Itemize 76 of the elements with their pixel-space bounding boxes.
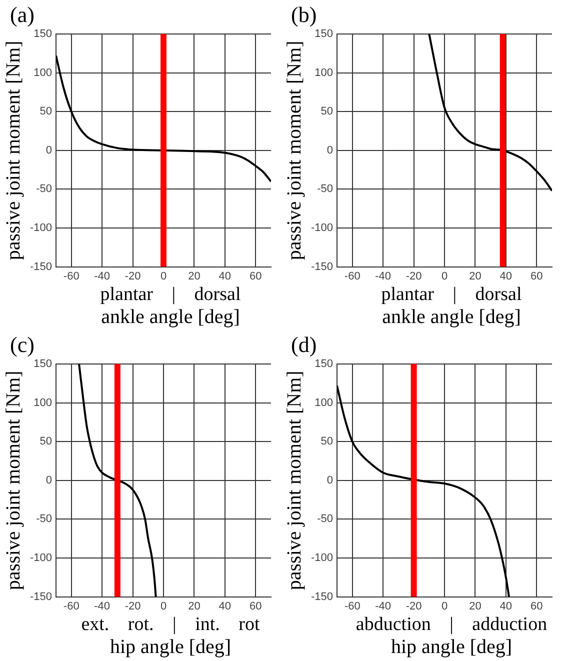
chart-title: (b) — [291, 2, 317, 28]
chart-title: (d) — [291, 332, 317, 358]
line-series — [56, 54, 271, 182]
y-tick-label: -150 — [30, 590, 52, 603]
x-tick-label: 0 — [441, 270, 448, 282]
x-tick-label: -20 — [124, 270, 141, 282]
y-tick-label: 150 — [314, 28, 334, 40]
y-tick-label: 50 — [320, 436, 334, 448]
line-series — [337, 384, 510, 597]
x-tick-label: -40 — [94, 270, 110, 282]
x-tick-label: 40 — [218, 270, 232, 282]
y-tick-label: 100 — [34, 396, 52, 409]
y-tick-label: 150 — [34, 28, 52, 40]
x-tick-label: -60 — [344, 270, 360, 282]
x-axis-title: hip angle [deg] — [108, 636, 232, 659]
y-tick-label: 50 — [40, 436, 52, 448]
y-tick-label: -100 — [310, 222, 334, 234]
y-axis-title: passive joint moment [Nm] — [283, 370, 306, 590]
y-tick-label: -100 — [310, 552, 334, 564]
y-tick-label: -150 — [310, 590, 334, 603]
y-tick-label: -150 — [310, 260, 334, 273]
x-axis-title: ankle angle [deg] — [381, 306, 522, 329]
x-tick-label: 40 — [500, 270, 512, 282]
y-axis-title: passive joint moment [Nm] — [2, 370, 24, 590]
y-tick-label: 50 — [40, 106, 52, 118]
y-tick-label: -100 — [30, 552, 52, 564]
x-tick-label: -40 — [375, 600, 392, 612]
x-tick-label: 60 — [530, 600, 543, 612]
text: plantar | dorsal — [99, 284, 242, 306]
y-tick-label: -50 — [317, 183, 334, 196]
x-tick-label: 0 — [160, 270, 167, 282]
x-tick-label: 20 — [188, 600, 200, 612]
x-tick-label: 60 — [250, 600, 262, 612]
x-tick-label: -60 — [63, 600, 80, 612]
y-tick-label: 0 — [46, 474, 52, 486]
y-tick-label: -50 — [317, 513, 334, 526]
text: plantar | dorsal — [380, 284, 523, 306]
x-tick-label: -20 — [406, 600, 422, 612]
y-tick-label: -50 — [36, 183, 52, 196]
y-tick-label: -100 — [30, 222, 52, 234]
chart-title: (c) — [10, 332, 34, 358]
text: abduction | adduction — [354, 614, 548, 636]
y-tick-label: 50 — [320, 106, 334, 118]
line-series — [78, 364, 157, 597]
x-tick-label: -40 — [375, 270, 392, 282]
text: ext. rot. | int. rot — [80, 614, 261, 636]
y-tick-label: 0 — [326, 144, 334, 156]
x-tick-label: 20 — [188, 270, 200, 282]
y-tick-label: 150 — [314, 358, 334, 370]
x-tick-label: -20 — [124, 600, 141, 612]
line-series — [428, 34, 552, 192]
y-tick-label: 150 — [34, 358, 52, 370]
x-tick-label: -20 — [406, 270, 422, 282]
y-tick-label: -150 — [30, 260, 52, 273]
x-axis-title: hip angle [deg] — [390, 636, 514, 659]
y-tick-label: 100 — [34, 66, 52, 79]
x-tick-label: 40 — [500, 600, 512, 612]
x-tick-label: -60 — [63, 270, 80, 282]
y-tick-label: 0 — [326, 474, 334, 486]
x-tick-label: -40 — [94, 600, 110, 612]
x-tick-label: 60 — [250, 270, 262, 282]
y-tick-label: 100 — [314, 396, 334, 409]
y-axis-title: passive joint moment [Nm] — [2, 40, 24, 260]
x-tick-label: 20 — [469, 270, 482, 282]
chart-title: (a) — [10, 2, 34, 28]
x-tick-label: 60 — [530, 270, 543, 282]
y-tick-label: 100 — [314, 66, 334, 79]
y-tick-label: -50 — [36, 513, 52, 526]
x-tick-label: 0 — [441, 600, 448, 612]
x-axis-title: ankle angle [deg] — [100, 306, 241, 329]
x-tick-label: 40 — [218, 600, 232, 612]
x-tick-label: 20 — [469, 600, 482, 612]
x-tick-label: -60 — [344, 600, 360, 612]
x-tick-label: 0 — [160, 600, 167, 612]
y-tick-label: 0 — [46, 144, 52, 156]
y-axis-title: passive joint moment [Nm] — [283, 40, 306, 260]
